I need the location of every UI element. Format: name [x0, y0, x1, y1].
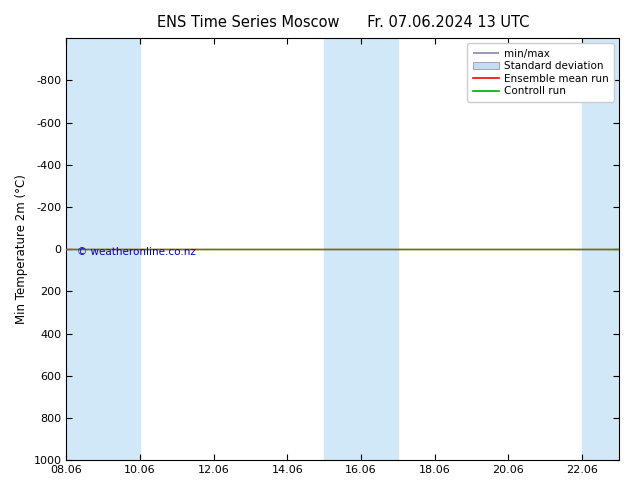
Bar — [324, 38, 398, 460]
Bar — [582, 38, 619, 460]
Legend: min/max, Standard deviation, Ensemble mean run, Controll run: min/max, Standard deviation, Ensemble me… — [467, 43, 614, 101]
Title: ENS Time Series Moscow      Fr. 07.06.2024 13 UTC: ENS Time Series Moscow Fr. 07.06.2024 13… — [157, 15, 529, 30]
Bar — [67, 38, 140, 460]
Y-axis label: Min Temperature 2m (°C): Min Temperature 2m (°C) — [15, 174, 28, 324]
Text: © weatheronline.co.nz: © weatheronline.co.nz — [77, 247, 197, 257]
